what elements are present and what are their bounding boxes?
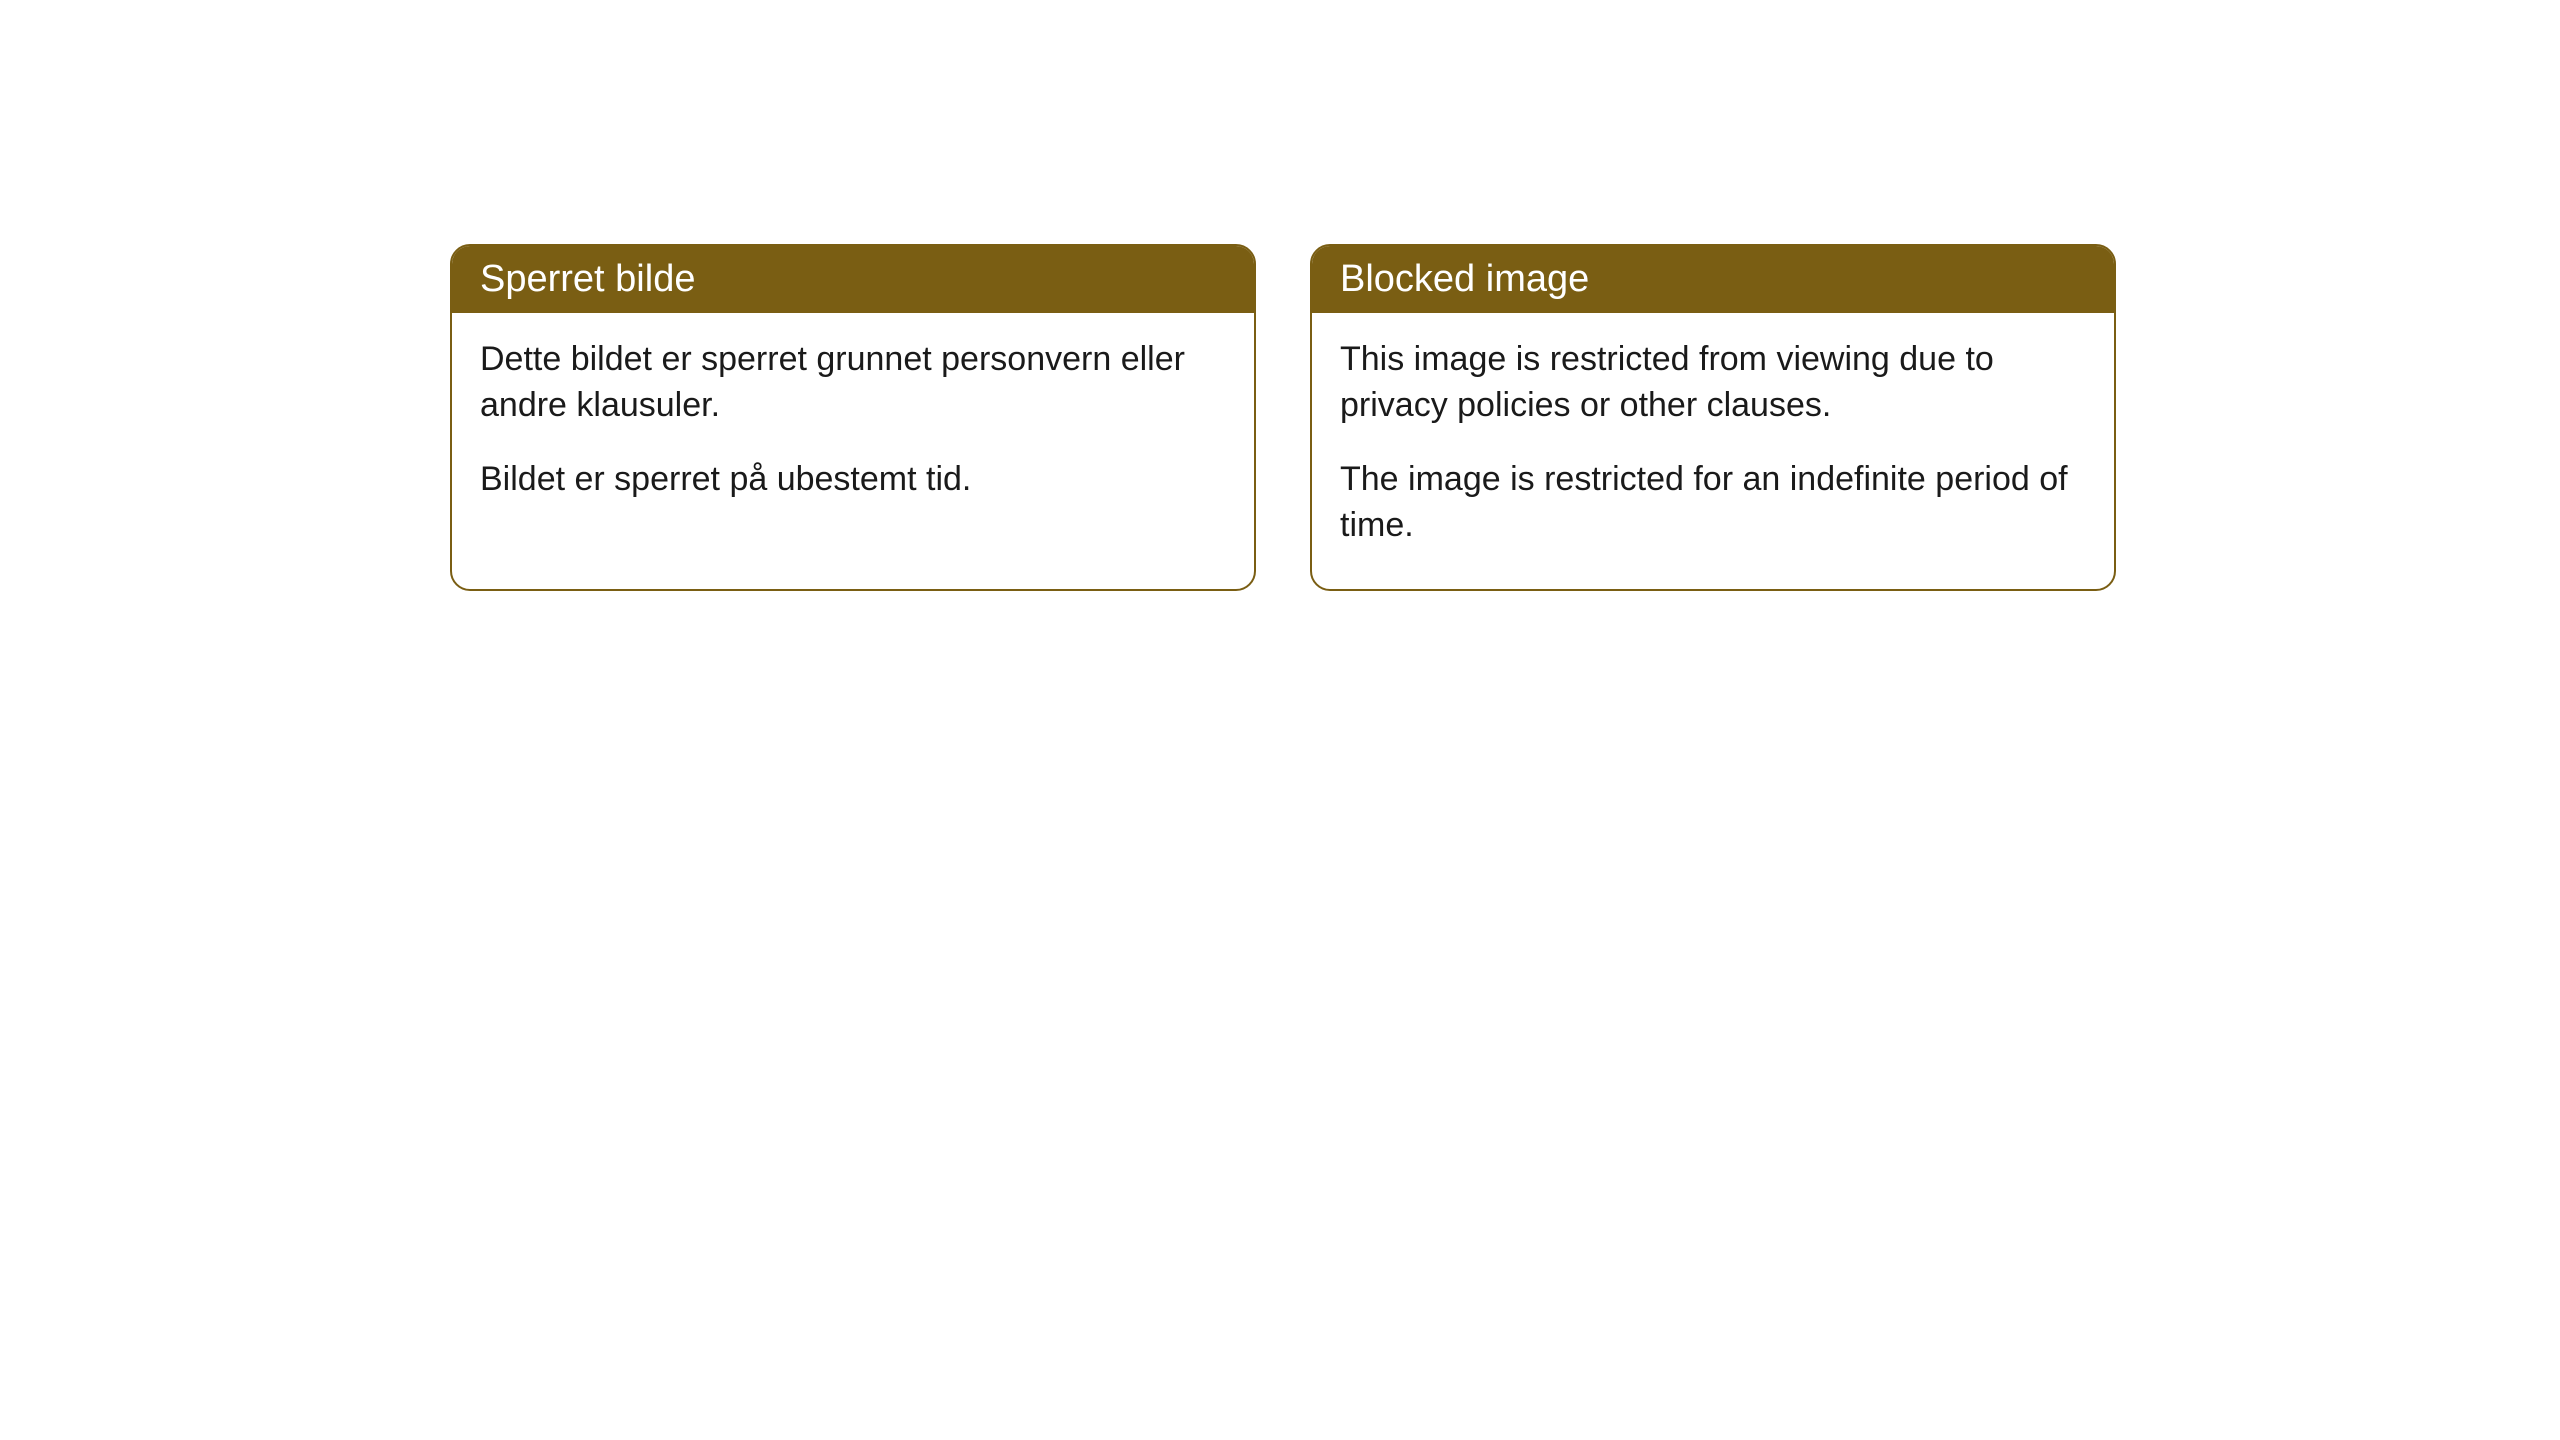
notice-paragraph-2: The image is restricted for an indefinit… (1340, 457, 2086, 549)
notice-paragraph-2: Bildet er sperret på ubestemt tid. (480, 457, 1226, 503)
notice-card-english: Blocked image This image is restricted f… (1310, 244, 2116, 591)
notice-paragraph-1: This image is restricted from viewing du… (1340, 337, 2086, 429)
notice-paragraph-1: Dette bildet er sperret grunnet personve… (480, 337, 1226, 429)
notice-container: Sperret bilde Dette bildet er sperret gr… (450, 244, 2116, 591)
notice-body: This image is restricted from viewing du… (1312, 313, 2114, 589)
notice-card-norwegian: Sperret bilde Dette bildet er sperret gr… (450, 244, 1256, 591)
notice-header: Sperret bilde (452, 246, 1254, 313)
notice-header: Blocked image (1312, 246, 2114, 313)
notice-body: Dette bildet er sperret grunnet personve… (452, 313, 1254, 543)
